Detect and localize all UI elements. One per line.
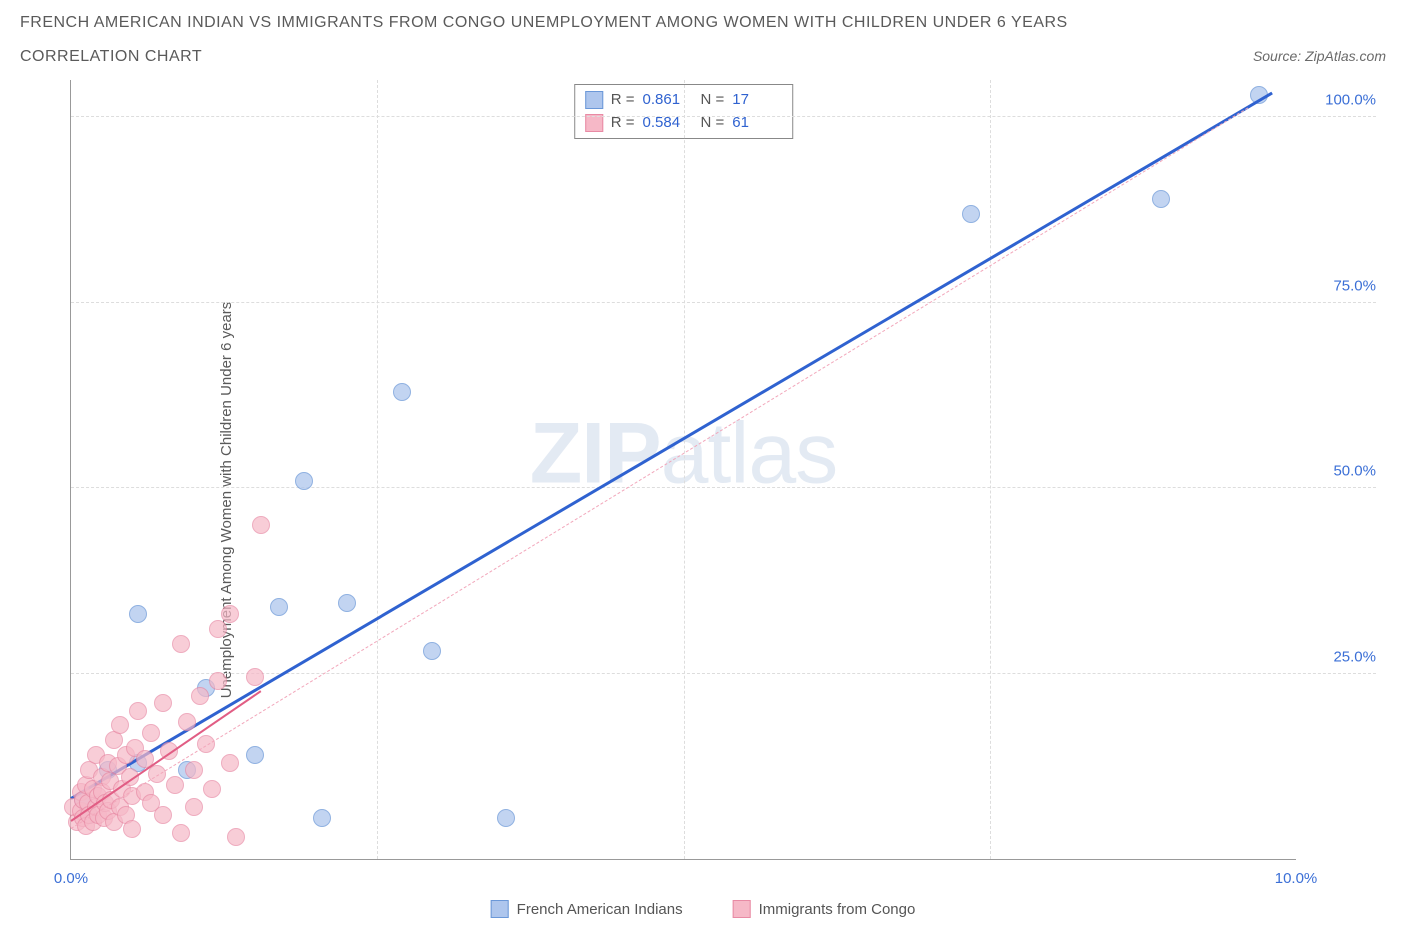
scatter-point (129, 605, 147, 623)
scatter-point (166, 776, 184, 794)
scatter-point (497, 809, 515, 827)
legend-label: French American Indians (517, 901, 683, 918)
gridline-h (71, 302, 1376, 303)
source-label: Source: ZipAtlas.com (1253, 48, 1386, 64)
subtitle-row: CORRELATION CHART Source: ZipAtlas.com (20, 44, 1386, 70)
r-label: R = (611, 112, 635, 135)
swatch-icon (585, 91, 603, 109)
scatter-point (393, 383, 411, 401)
n-label: N = (701, 89, 725, 112)
gridline-h (71, 487, 1376, 488)
regression-line (71, 108, 1248, 829)
scatter-point (246, 746, 264, 764)
gridline-v (990, 80, 991, 859)
r-label: R = (611, 89, 635, 112)
n-value: 17 (732, 89, 782, 112)
legend-item: Immigrants from Congo (733, 900, 916, 918)
chart: Unemployment Among Women with Children U… (20, 80, 1386, 920)
scatter-point (142, 724, 160, 742)
gridline-h (71, 673, 1376, 674)
n-value: 61 (732, 112, 782, 135)
scatter-point (185, 761, 203, 779)
legend-item: French American Indians (491, 900, 683, 918)
scatter-point (295, 472, 313, 490)
scatter-point (246, 668, 264, 686)
scatter-point (123, 820, 141, 838)
title-line-1: FRENCH AMERICAN INDIAN VS IMMIGRANTS FRO… (20, 10, 1386, 36)
scatter-point (111, 716, 129, 734)
scatter-point (962, 205, 980, 223)
y-tick-label: 75.0% (1306, 277, 1376, 294)
x-tick-label: 0.0% (54, 870, 88, 887)
scatter-point (252, 516, 270, 534)
bottom-legend: French American Indians Immigrants from C… (491, 900, 916, 918)
title-area: FRENCH AMERICAN INDIAN VS IMMIGRANTS FRO… (0, 0, 1406, 69)
gridline-v (684, 80, 685, 859)
scatter-point (221, 754, 239, 772)
y-tick-label: 100.0% (1306, 92, 1376, 109)
y-tick-label: 25.0% (1306, 648, 1376, 665)
scatter-point (191, 687, 209, 705)
title-line-2: CORRELATION CHART (20, 44, 202, 70)
scatter-point (172, 635, 190, 653)
scatter-point (227, 828, 245, 846)
scatter-point (185, 798, 203, 816)
swatch-icon (733, 900, 751, 918)
gridline-v (377, 80, 378, 859)
r-value: 0.861 (643, 89, 693, 112)
scatter-point (172, 824, 190, 842)
scatter-point (270, 598, 288, 616)
scatter-point (338, 594, 356, 612)
scatter-point (203, 780, 221, 798)
r-value: 0.584 (643, 112, 693, 135)
plot-area: ZIPatlas R =0.861N =17R =0.584N =61 25.0… (70, 80, 1296, 860)
scatter-point (313, 809, 331, 827)
swatch-icon (491, 900, 509, 918)
scatter-point (221, 605, 239, 623)
scatter-point (1152, 190, 1170, 208)
legend-label: Immigrants from Congo (759, 901, 916, 918)
x-tick-label: 10.0% (1275, 870, 1318, 887)
scatter-point (154, 806, 172, 824)
scatter-point (154, 694, 172, 712)
scatter-point (209, 672, 227, 690)
scatter-point (129, 702, 147, 720)
scatter-point (423, 642, 441, 660)
n-label: N = (701, 112, 725, 135)
regression-line (70, 91, 1273, 799)
y-tick-label: 50.0% (1306, 463, 1376, 480)
scatter-point (209, 620, 227, 638)
gridline-h (71, 116, 1376, 117)
scatter-point (178, 713, 196, 731)
